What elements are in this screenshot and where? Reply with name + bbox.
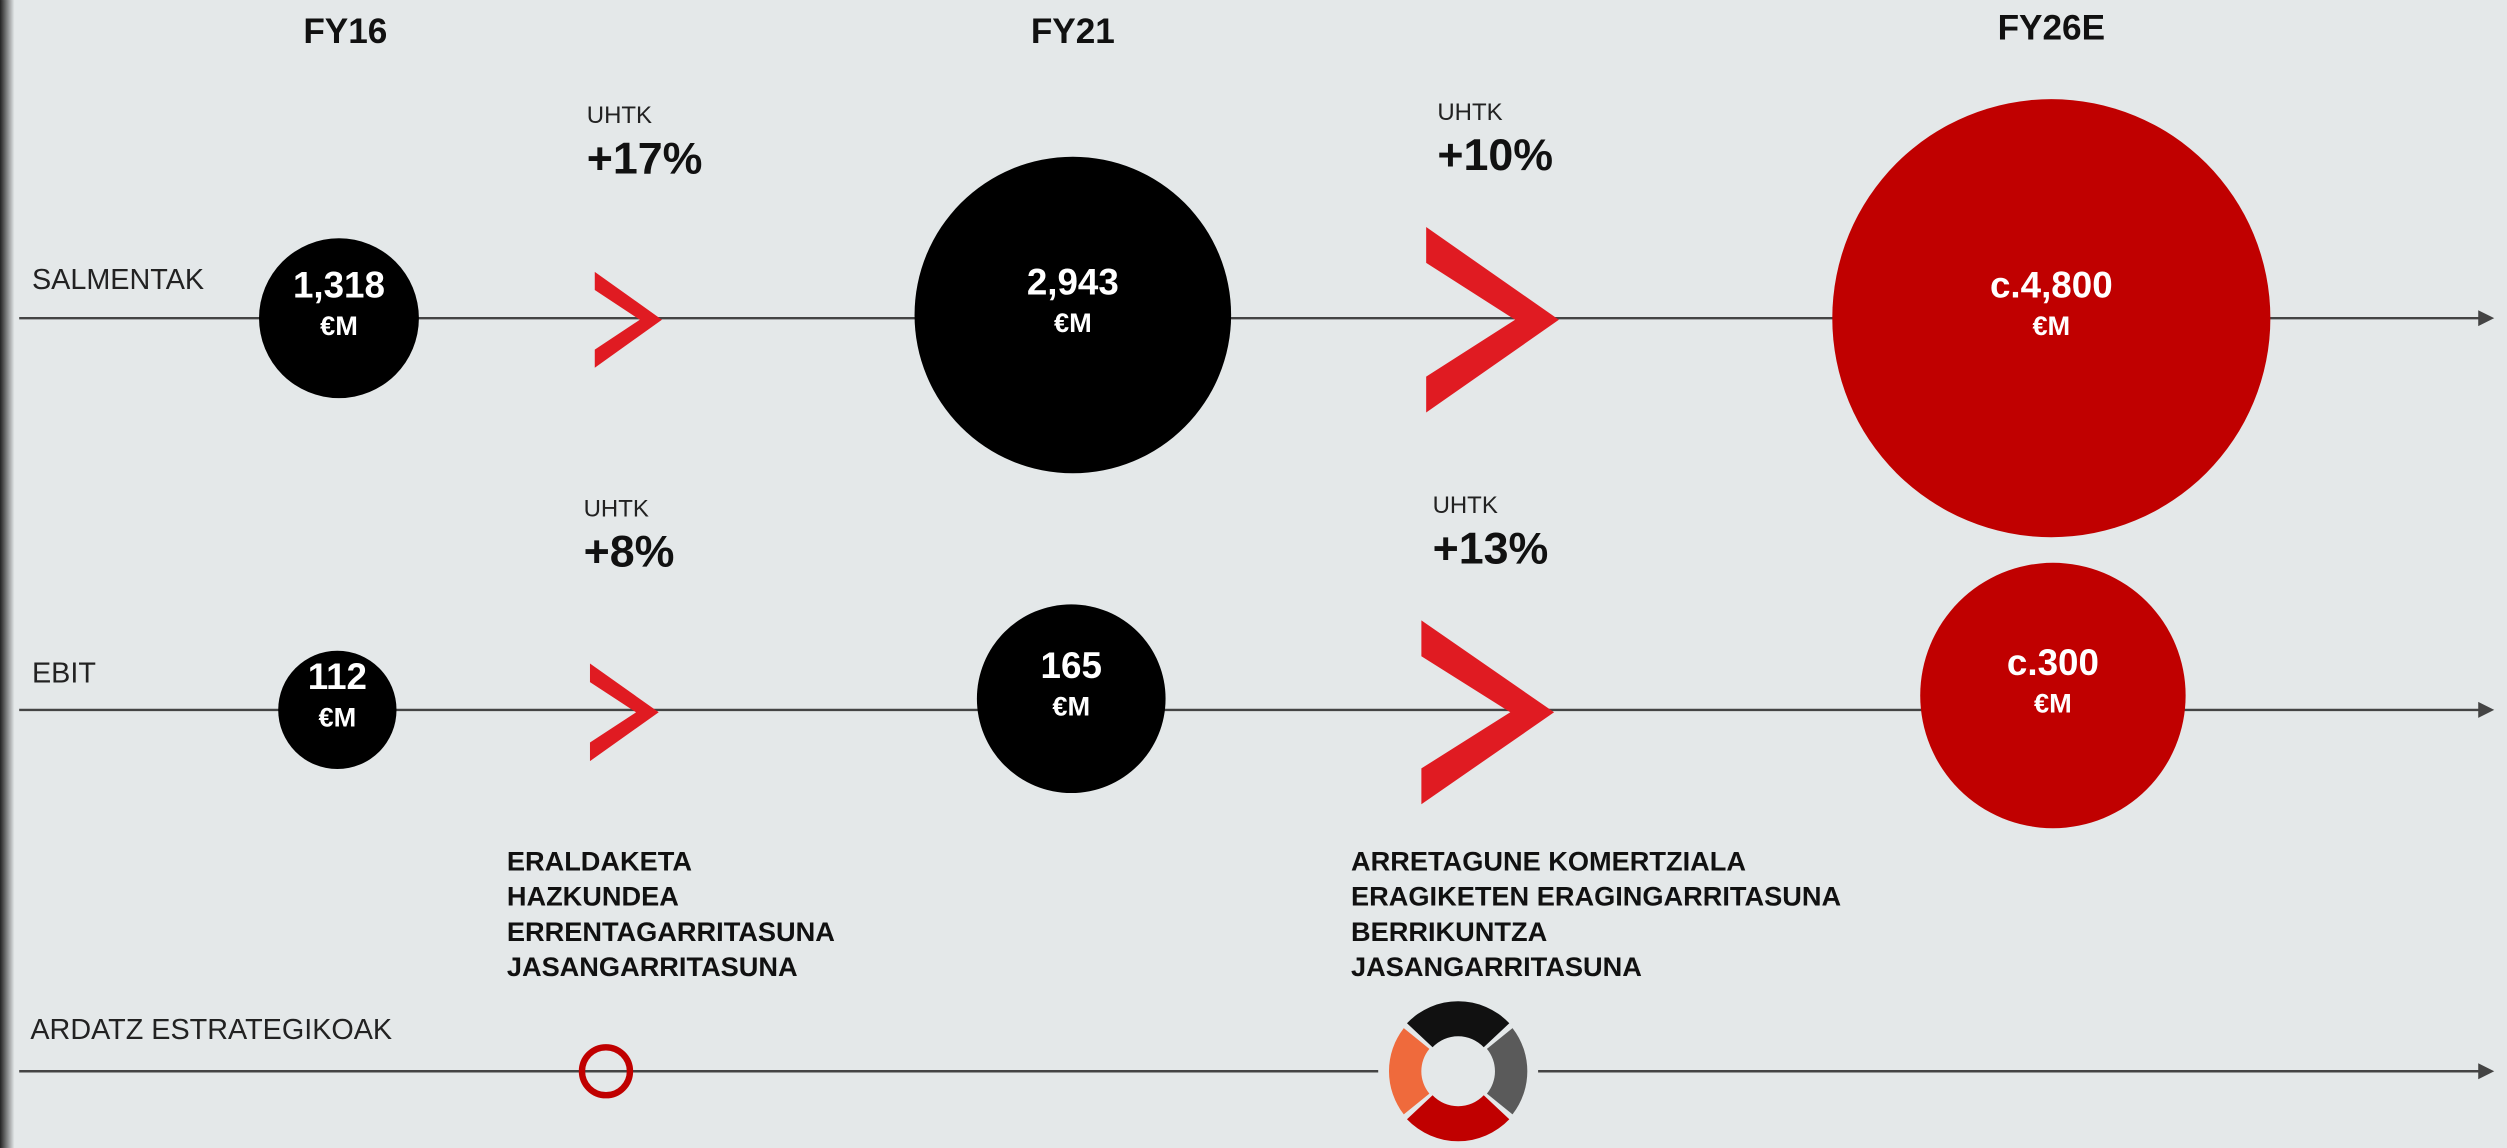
growth-label: UHTK xyxy=(1433,492,1498,519)
bubble-value: c.4,800 xyxy=(1990,265,2113,306)
growth-value: +17% xyxy=(587,133,703,183)
bubble xyxy=(1832,99,2271,538)
bubble-unit: €M xyxy=(1054,307,1092,338)
chevron xyxy=(1426,227,1559,413)
growth-value: +10% xyxy=(1437,130,1553,180)
bubble-unit: €M xyxy=(2032,310,2070,341)
row-label: ARDATZ ESTRATEGIKOAK xyxy=(30,1014,392,1046)
bubble xyxy=(1920,562,2186,829)
strategy-icon xyxy=(1388,1001,1528,1142)
bubble xyxy=(259,238,419,399)
growth-label: UHTK xyxy=(1437,99,1502,126)
column-header: FY26E xyxy=(1998,9,2105,48)
growth-value: +8% xyxy=(584,527,675,577)
focus-item: ARRETAGUNE KOMERTZIALA xyxy=(1351,846,1746,877)
chevron xyxy=(594,271,662,368)
bubble-unit: €M xyxy=(320,310,358,341)
bubble-value: c.300 xyxy=(2007,642,2099,683)
focus-item: ERALDAKETA xyxy=(507,846,692,877)
bubble-value: 165 xyxy=(1041,645,1102,686)
left-edge xyxy=(0,0,15,1148)
arrowhead xyxy=(2478,310,2495,327)
focus-item: JASANGARRITASUNA xyxy=(507,951,798,982)
row-label: SALMENTAK xyxy=(32,264,204,296)
focus-item: BERRIKUNTZA xyxy=(1351,916,1547,947)
arrowhead xyxy=(2478,701,2495,718)
bubble-unit: €M xyxy=(2034,687,2072,718)
icon-segment xyxy=(1486,1028,1528,1115)
chevron xyxy=(589,663,659,762)
bubble-unit: €M xyxy=(318,702,356,733)
icon-segment xyxy=(1406,1001,1510,1048)
bubble xyxy=(976,604,1166,794)
icon-segment xyxy=(1388,1028,1430,1115)
column-header: FY21 xyxy=(1031,12,1115,51)
bubble xyxy=(914,156,1232,474)
ring-marker xyxy=(578,1044,634,1099)
focus-item: ERRENTAGARRITASUNA xyxy=(507,916,835,947)
focus-item: HAZKUNDEA xyxy=(507,881,679,912)
growth-value: +13% xyxy=(1433,523,1549,573)
column-header: FY16 xyxy=(303,12,387,51)
bubble-value: 2,943 xyxy=(1027,261,1119,302)
row-label: EBIT xyxy=(32,657,96,689)
arrowhead xyxy=(2478,1063,2495,1080)
focus-item: JASANGARRITASUNA xyxy=(1351,951,1642,982)
growth-label: UHTK xyxy=(587,102,652,129)
focus-item: ERAGIKETEN ERAGINGARRITASUNA xyxy=(1351,881,1841,912)
bubble xyxy=(278,650,397,770)
bubble-value: 112 xyxy=(308,656,367,697)
icon-segment xyxy=(1406,1095,1510,1142)
chevron xyxy=(1421,620,1555,805)
bubble-value: 1,318 xyxy=(293,265,385,306)
bubble-unit: €M xyxy=(1052,690,1090,721)
growth-label: UHTK xyxy=(584,495,649,522)
